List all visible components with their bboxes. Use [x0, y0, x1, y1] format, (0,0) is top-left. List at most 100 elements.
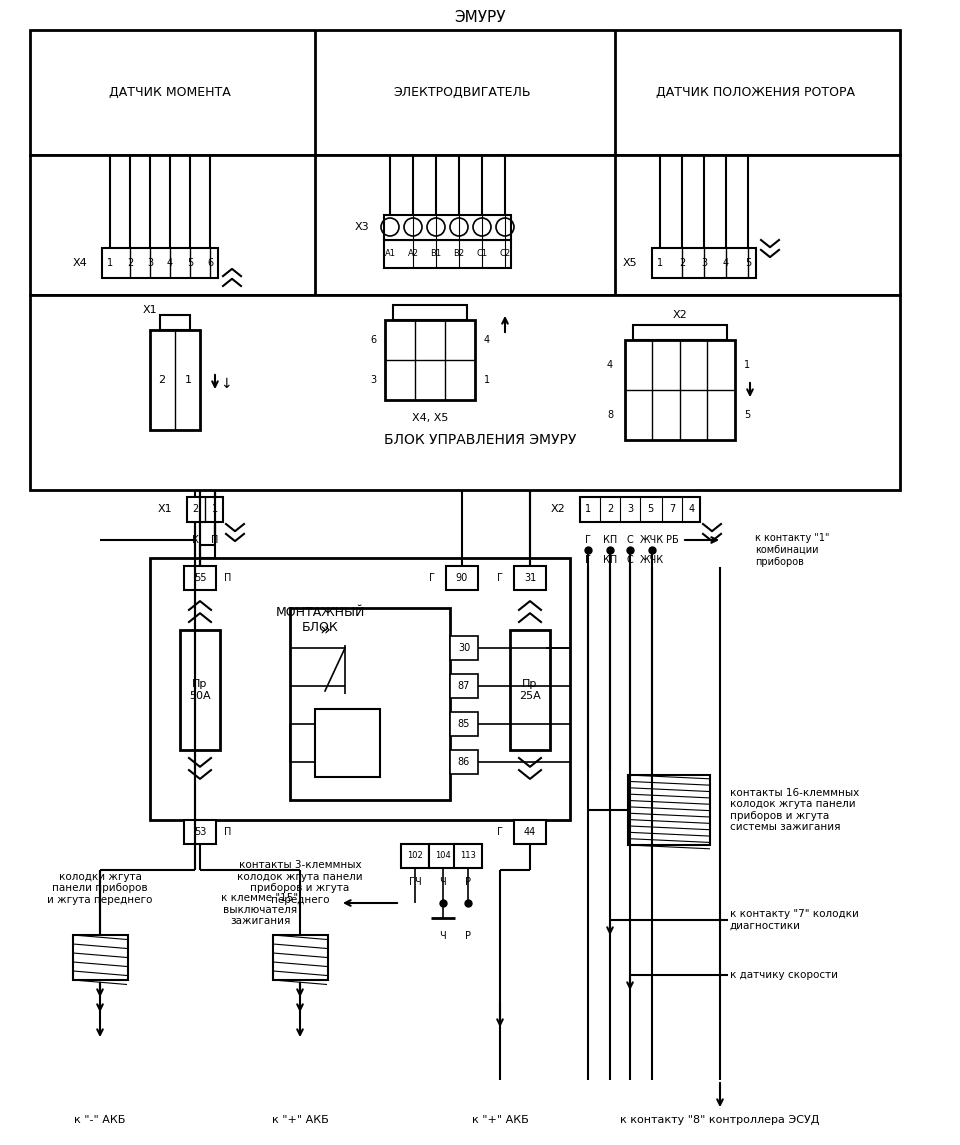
Bar	[450, 635, 478, 660]
Bar	[450, 750, 478, 774]
Text: 90: 90	[456, 572, 468, 583]
Text: 104: 104	[435, 852, 451, 861]
Text: 3: 3	[701, 258, 708, 268]
Text: 3: 3	[627, 504, 633, 514]
Text: МОНТАЖНЫЙ
БЛОК: МОНТАЖНЫЙ БЛОК	[276, 606, 365, 634]
Text: C2: C2	[499, 250, 511, 259]
Text: Пр
25А: Пр 25А	[519, 679, 540, 701]
Text: 44: 44	[524, 827, 536, 837]
Text: 102: 102	[407, 852, 422, 861]
Text: 2: 2	[158, 376, 165, 385]
Text: контакты 3-клеммных
колодок жгута панели
приборов и жгута
переднего: контакты 3-клеммных колодок жгута панели…	[237, 860, 363, 905]
Bar	[401, 844, 429, 868]
Text: к контакту "1"
комбинации
приборов: к контакту "1" комбинации приборов	[755, 534, 829, 567]
Bar	[273, 935, 328, 980]
Bar	[384, 215, 511, 240]
Text: Х4, Х5: Х4, Х5	[412, 413, 448, 423]
Text: К: К	[192, 535, 199, 545]
Text: к контакту "8" контроллера ЭСУД: к контакту "8" контроллера ЭСУД	[620, 1115, 820, 1126]
Text: 6: 6	[207, 258, 213, 268]
Bar	[290, 608, 450, 800]
Text: 5: 5	[647, 504, 653, 514]
Text: Пр
50А: Пр 50А	[189, 679, 211, 701]
Bar	[580, 497, 700, 522]
Bar	[514, 566, 546, 590]
Text: Г: Г	[585, 535, 591, 545]
Text: Ч: Ч	[440, 877, 446, 887]
Bar	[315, 709, 380, 777]
Text: ДАТЧИК ПОЛОЖЕНИЯ РОТОРА: ДАТЧИК ПОЛОЖЕНИЯ РОТОРА	[656, 86, 854, 98]
Text: 2: 2	[127, 258, 133, 268]
Bar	[180, 630, 220, 750]
Text: ЖЧК: ЖЧК	[640, 555, 664, 564]
Text: к "+" АКБ: к "+" АКБ	[272, 1115, 328, 1126]
Text: 2: 2	[679, 258, 685, 268]
Text: Х5: Х5	[623, 258, 637, 268]
Text: П: П	[225, 827, 231, 837]
Text: Ч: Ч	[440, 931, 446, 941]
Text: 55: 55	[194, 572, 206, 583]
Text: ГЧ: ГЧ	[409, 877, 421, 887]
Text: КП: КП	[603, 535, 617, 545]
Text: »: »	[320, 621, 330, 639]
Text: 87: 87	[458, 681, 470, 690]
Bar	[633, 325, 727, 340]
Bar	[450, 674, 478, 698]
Text: Х3: Х3	[354, 222, 370, 232]
Text: C1: C1	[476, 250, 488, 259]
Bar	[393, 305, 467, 319]
Text: B2: B2	[453, 250, 465, 259]
Text: 5: 5	[187, 258, 193, 268]
Text: к контакту "7" колодки
диагностики: к контакту "7" колодки диагностики	[730, 909, 859, 931]
Text: Г: Г	[429, 572, 435, 583]
Text: ЭЛЕКТРОДВИГАТЕЛЬ: ЭЛЕКТРОДВИГАТЕЛЬ	[394, 86, 531, 98]
Text: B1: B1	[430, 250, 442, 259]
Text: ДАТЧИК МОМЕНТА: ДАТЧИК МОМЕНТА	[109, 86, 230, 98]
Bar	[30, 30, 900, 155]
Text: 1: 1	[657, 258, 663, 268]
Text: Х2: Х2	[673, 310, 687, 319]
Text: 1: 1	[184, 376, 191, 385]
Text: A1: A1	[385, 250, 396, 259]
Bar	[30, 295, 900, 490]
Text: С: С	[627, 535, 634, 545]
Text: к датчику скорости: к датчику скорости	[730, 970, 838, 980]
Text: 1: 1	[107, 258, 113, 268]
Text: 53: 53	[194, 827, 206, 837]
Bar	[450, 712, 478, 736]
Text: Х1: Х1	[157, 504, 172, 514]
Bar	[385, 319, 475, 400]
Bar	[150, 558, 570, 820]
Bar	[160, 315, 190, 330]
Text: 30: 30	[458, 643, 470, 653]
Bar	[628, 775, 710, 845]
Bar	[184, 820, 216, 844]
Text: Г: Г	[585, 555, 591, 564]
Text: 1: 1	[484, 376, 490, 385]
Text: A2: A2	[407, 250, 419, 259]
Text: КП: КП	[603, 555, 617, 564]
Text: 3: 3	[370, 376, 376, 385]
Text: Х1: Х1	[143, 305, 157, 315]
Text: 5: 5	[744, 410, 750, 420]
Bar	[446, 566, 478, 590]
Text: БЛОК УПРАВЛЕНИЯ ЭМУРУ: БЛОК УПРАВЛЕНИЯ ЭМУРУ	[384, 433, 576, 447]
Text: Х4: Х4	[73, 258, 87, 268]
Text: ЭМУРУ: ЭМУРУ	[454, 10, 506, 25]
Text: 86: 86	[458, 757, 470, 767]
Bar	[150, 330, 200, 431]
Text: 1: 1	[585, 504, 591, 514]
Bar	[187, 497, 223, 522]
Text: к клемме "15"
выключателя
зажигания: к клемме "15" выключателя зажигания	[222, 893, 299, 926]
Text: Р: Р	[465, 931, 471, 941]
Text: контакты 16-клеммных
колодок жгута панели
приборов и жгута
системы зажигания: контакты 16-клеммных колодок жгута панел…	[730, 788, 859, 832]
Text: Х2: Х2	[551, 504, 565, 514]
Bar	[514, 820, 546, 844]
Bar	[184, 566, 216, 590]
Bar	[102, 248, 218, 278]
Bar	[625, 340, 735, 440]
Text: к "-" АКБ: к "-" АКБ	[74, 1115, 126, 1126]
Text: П: П	[225, 572, 231, 583]
Text: 4: 4	[484, 335, 490, 345]
Text: колодки жгута
панели приборов
и жгута переднего: колодки жгута панели приборов и жгута пе…	[47, 871, 153, 905]
